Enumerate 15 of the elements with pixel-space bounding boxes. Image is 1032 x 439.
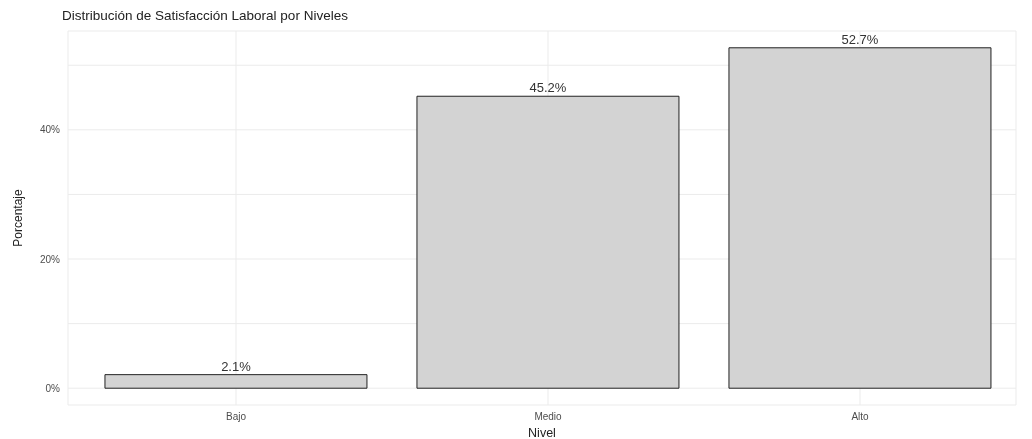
y-tick-label: 40% [39, 124, 61, 136]
x-tick-label: Bajo [225, 411, 247, 423]
x-tick-label: Alto [851, 411, 870, 423]
y-axis-title: Porcentaje [11, 188, 26, 247]
bar [728, 47, 992, 389]
data-label: 45.2% [529, 80, 567, 96]
data-label: 2.1% [221, 358, 252, 374]
chart-title: Distribución de Satisfacción Laboral por Niveles [62, 8, 348, 23]
bar [104, 374, 368, 389]
y-tick-label: 20% [39, 253, 61, 265]
x-tick-label: Medio [534, 411, 563, 423]
bar [416, 95, 680, 389]
y-tick-label: 0% [45, 382, 61, 394]
x-axis-title: Nivel [528, 426, 556, 439]
data-label: 52.7% [841, 31, 879, 47]
